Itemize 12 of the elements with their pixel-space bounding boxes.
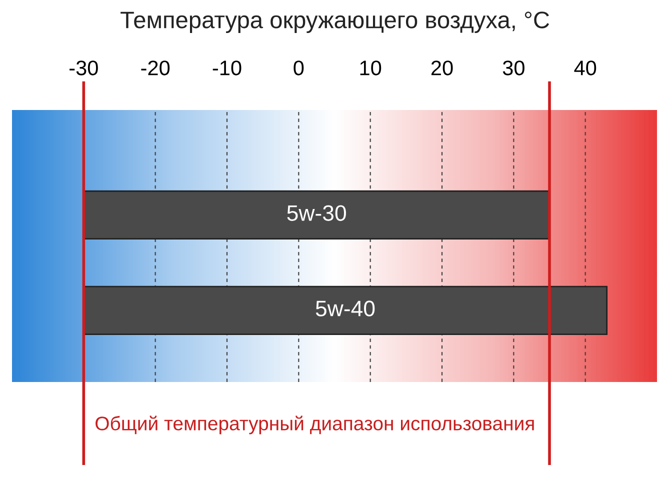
x-tick-label: 30 bbox=[502, 60, 524, 76]
x-tick-label: -30 bbox=[70, 60, 98, 76]
x-tick-label: 20 bbox=[431, 60, 453, 76]
text: Общий температурный диапазон использования bbox=[96, 416, 534, 434]
x-tick-label: -10 bbox=[212, 60, 242, 76]
y-tick-label: 5w-40 bbox=[316, 300, 375, 316]
x-tick-label: 10 bbox=[360, 60, 382, 76]
chart-title: Температура окружающего воздуха, °C bbox=[120, 12, 550, 34]
y-tick-label: 5w-30 bbox=[287, 205, 346, 221]
x-tick-label: 40 bbox=[574, 60, 596, 76]
x-tick-label: -20 bbox=[141, 60, 170, 76]
x-tick-label: 0 bbox=[294, 60, 304, 76]
